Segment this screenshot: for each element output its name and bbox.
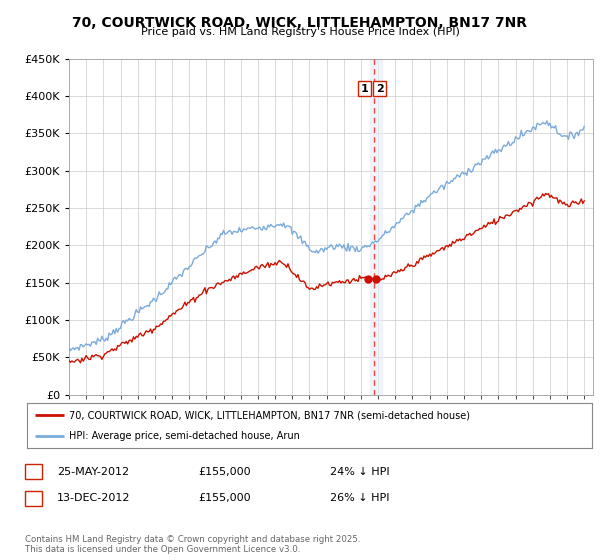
- Text: HPI: Average price, semi-detached house, Arun: HPI: Average price, semi-detached house,…: [70, 431, 300, 441]
- Text: 2: 2: [30, 493, 37, 503]
- Text: 1: 1: [361, 83, 368, 94]
- Text: 2: 2: [376, 83, 384, 94]
- Text: Contains HM Land Registry data © Crown copyright and database right 2025.
This d: Contains HM Land Registry data © Crown c…: [25, 535, 361, 554]
- Text: 13-DEC-2012: 13-DEC-2012: [57, 493, 131, 503]
- Text: £155,000: £155,000: [198, 466, 251, 477]
- Text: £155,000: £155,000: [198, 493, 251, 503]
- Bar: [370, 59, 382, 395]
- Text: 24% ↓ HPI: 24% ↓ HPI: [330, 466, 389, 477]
- Text: 70, COURTWICK ROAD, WICK, LITTLEHAMPTON, BN17 7NR (semi-detached house): 70, COURTWICK ROAD, WICK, LITTLEHAMPTON,…: [70, 410, 470, 421]
- Text: 70, COURTWICK ROAD, WICK, LITTLEHAMPTON, BN17 7NR: 70, COURTWICK ROAD, WICK, LITTLEHAMPTON,…: [73, 16, 527, 30]
- Text: Price paid vs. HM Land Registry's House Price Index (HPI): Price paid vs. HM Land Registry's House …: [140, 27, 460, 37]
- Text: 26% ↓ HPI: 26% ↓ HPI: [330, 493, 389, 503]
- Text: 25-MAY-2012: 25-MAY-2012: [57, 466, 129, 477]
- Text: 1: 1: [30, 466, 37, 477]
